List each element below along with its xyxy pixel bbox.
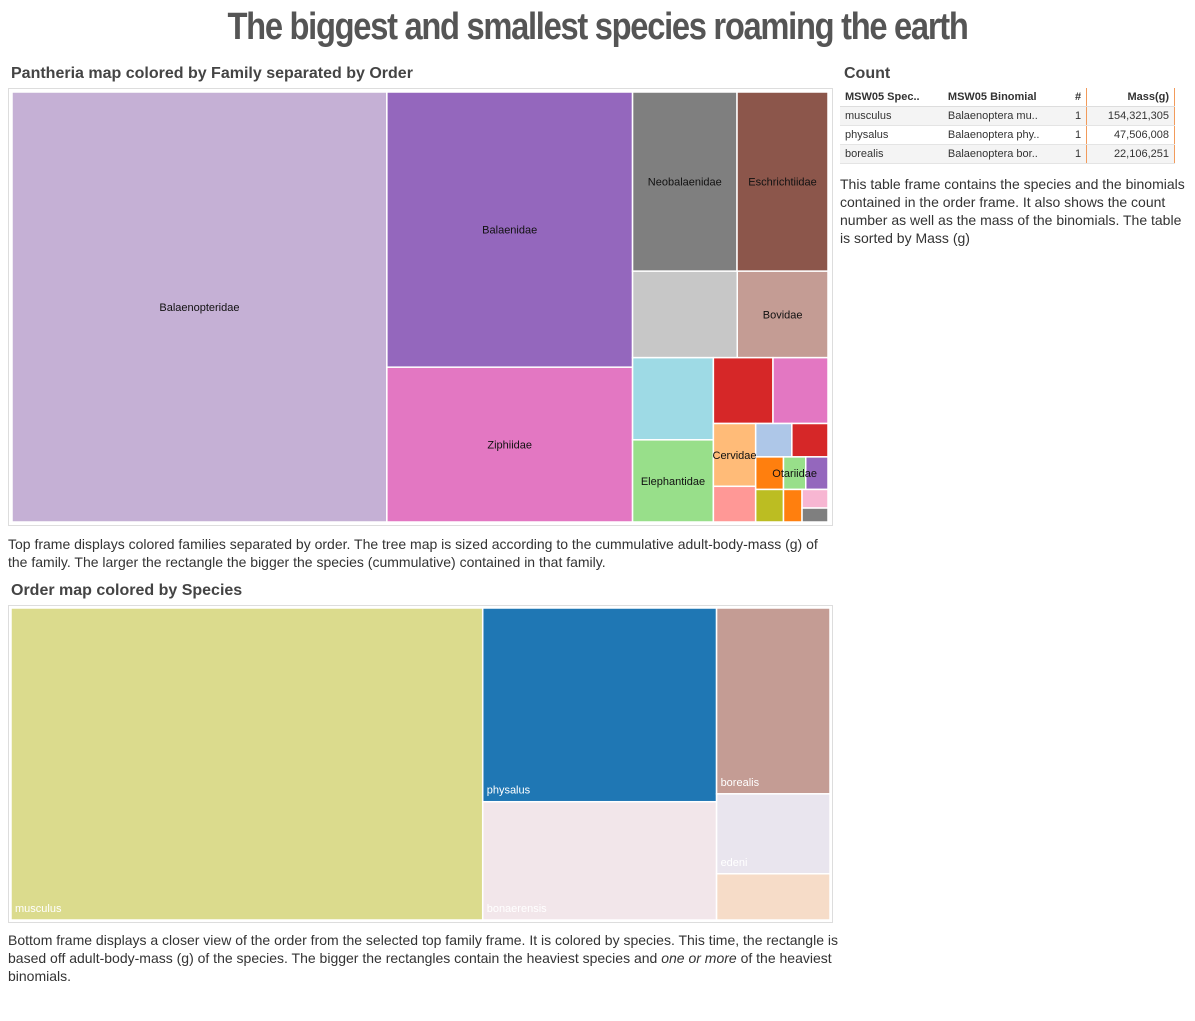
treemap-cell [754,488,785,523]
cell-label: borealis [721,777,760,789]
treemap-cell [736,91,829,272]
cell-label: Elephantidae [641,476,705,488]
cell-label: Bovidae [763,309,803,321]
cell-label: Eschrichtiidae [748,177,816,189]
table-cell: Balaenoptera phy.. [942,125,1067,145]
treemap-cell [11,91,388,523]
table-cell: musculus [840,106,943,126]
table-row: borealis Balaenoptera bor.. 1 22,106,251 [840,144,1175,164]
species-treemap: musculus physalus bonaerensis borealis edeni [8,605,833,923]
caption-text: Bottom frame displays a closer view of t… [8,932,838,966]
caption-text: of the heaviest binomials. [8,950,832,984]
cell-label: physalus [487,785,531,797]
caption-emphasis: one or more [661,950,737,966]
treemap-cell [631,439,715,523]
table-cell: borealis [840,144,943,164]
treemap-cell [791,422,829,458]
caption: Bottom frame displays a closer view of t… [8,931,838,985]
treemap-cell [481,800,718,921]
table-cell: physalus [840,125,943,145]
cell-label: musculus [15,903,62,915]
column-header: # [1066,88,1088,107]
cell-label: bonaerensis [487,903,547,915]
treemap-cell [10,607,484,921]
dashboard-title: The biggest and smallest species roaming… [227,6,968,48]
treemap-cell [386,366,634,523]
table-row: musculus Balaenoptera mu.. 1 154,321,305 [840,106,1175,126]
table-cell: 154,321,305 [1086,106,1175,126]
cell-label: Cervidae [713,450,757,462]
cell-label: Otariidae [772,468,817,480]
table-cell: 1 [1066,144,1088,164]
cell-label: Ziphiidae [487,440,532,452]
treemap-cell [715,793,831,875]
cell-label: Balaenidae [482,225,537,237]
column-header: MSW05 Spec.. [840,88,943,107]
treemap-cell [386,91,634,368]
panel-title: Pantheria map colored by Family separate… [11,65,413,82]
table-cell: Balaenoptera bor.. [942,144,1067,164]
treemap-cell [782,488,803,523]
table-cell: 47,506,008 [1086,125,1175,145]
treemap-cell [754,456,785,491]
treemap-cell [801,507,829,523]
panel-title: Count [844,65,891,82]
treemap-cell [631,356,715,441]
treemap-cell [715,873,831,921]
mass-table: MSW05 Spec.. MSW05 Binomial # Mass(g) muscul… [840,88,1175,164]
family-treemap: Balaenopteridae Balaenidae Ziphiidae Neobal… [8,88,833,526]
header-row: MSW05 Spec.. MSW05 Binomial # Mass(g) [840,88,1175,107]
table-cell: 22,106,251 [1086,144,1175,164]
treemap-cell [801,488,829,509]
table-cell: 1 [1066,106,1088,126]
treemap-cell [631,270,739,359]
treemap-cell [712,485,757,523]
treemap-cell [772,356,829,425]
panel-title: Order map colored by Species [11,582,243,599]
treemap-cell [481,607,718,803]
cell-label: Neobalaenidae [648,177,722,189]
treemap-cell [631,91,738,272]
column-header: Mass(g) [1086,88,1175,107]
table-cell: 1 [1066,125,1088,145]
column-header: MSW05 Binomial [942,88,1067,107]
treemap-cell [712,356,774,425]
table-row: physalus Balaenoptera phy.. 1 47,506,008 [840,125,1175,145]
caption: This table frame contains the species an… [840,176,1185,246]
treemap-cell [715,607,831,795]
table-cell: Balaenoptera mu.. [942,106,1067,126]
cell-label: edeni [721,857,748,869]
caption: Top frame displays colored families sepa… [8,536,818,570]
cell-label: Balaenopteridae [159,302,239,314]
treemap-cell [754,422,793,458]
